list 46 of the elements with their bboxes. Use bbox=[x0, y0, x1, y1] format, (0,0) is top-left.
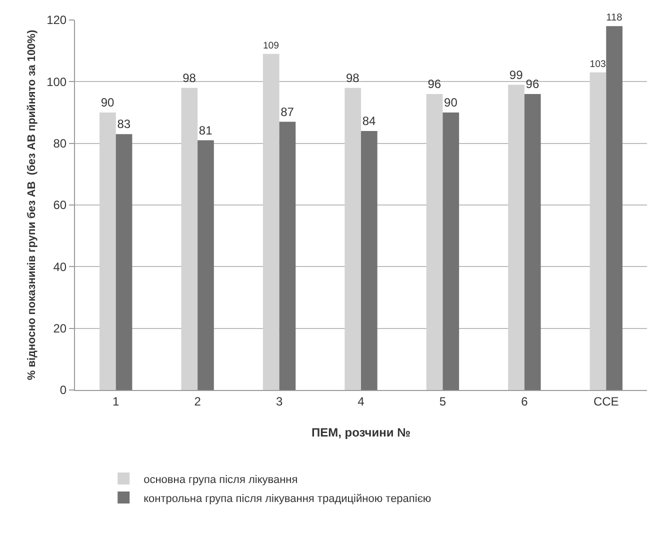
bar bbox=[181, 88, 198, 390]
data-label: 118 bbox=[606, 12, 623, 24]
x-tick-label: 6 bbox=[521, 394, 528, 408]
x-tick-label: 1 bbox=[112, 394, 120, 408]
data-label: 98 bbox=[346, 70, 360, 85]
bar bbox=[279, 122, 296, 390]
x-tick-label: ССЕ bbox=[593, 394, 619, 408]
bar bbox=[116, 134, 132, 390]
bar bbox=[524, 94, 541, 390]
data-label: 99 bbox=[509, 68, 524, 82]
x-axis-title: ПЕМ, розчини № bbox=[312, 425, 410, 440]
data-label: 90 bbox=[444, 96, 458, 110]
x-tick-label: 2 bbox=[194, 394, 202, 408]
y-tick-label: 20 bbox=[53, 322, 67, 336]
data-label: 103 bbox=[590, 59, 606, 70]
y-tick-label: 100 bbox=[46, 74, 67, 89]
y-tick-label: 0 bbox=[60, 383, 67, 398]
data-label: 90 bbox=[100, 96, 115, 110]
data-label: 96 bbox=[428, 77, 442, 91]
bar bbox=[198, 140, 214, 390]
data-label: 98 bbox=[182, 70, 196, 85]
data-label: 87 bbox=[280, 104, 294, 119]
data-label: 81 bbox=[198, 123, 213, 138]
bar bbox=[508, 84, 524, 390]
x-tick-label: 4 bbox=[358, 394, 365, 408]
data-label: 96 bbox=[526, 77, 540, 91]
y-tick-label: 40 bbox=[53, 260, 67, 274]
data-label: 109 bbox=[262, 40, 280, 52]
bar bbox=[262, 54, 280, 390]
bar bbox=[442, 112, 460, 390]
bar bbox=[361, 131, 378, 390]
bar bbox=[344, 88, 361, 390]
data-label: 84 bbox=[362, 114, 376, 128]
bar bbox=[100, 112, 116, 390]
bar bbox=[426, 94, 443, 390]
y-tick-label: 80 bbox=[53, 136, 67, 151]
y-axis-title: % відносно показників групи без АВ (без АВ прийнято за 100%) bbox=[26, 30, 38, 380]
bar bbox=[590, 72, 606, 390]
legend-label: основна група після лікування bbox=[144, 474, 298, 486]
y-tick-label: 120 bbox=[46, 13, 67, 28]
data-label: 83 bbox=[117, 117, 131, 132]
x-tick-label: 5 bbox=[439, 394, 446, 408]
x-tick-label: 3 bbox=[276, 394, 283, 408]
legend-label: контрольна група після лікування традиційною терапією bbox=[144, 492, 432, 505]
bar bbox=[606, 26, 622, 390]
y-tick-label: 60 bbox=[53, 198, 67, 212]
